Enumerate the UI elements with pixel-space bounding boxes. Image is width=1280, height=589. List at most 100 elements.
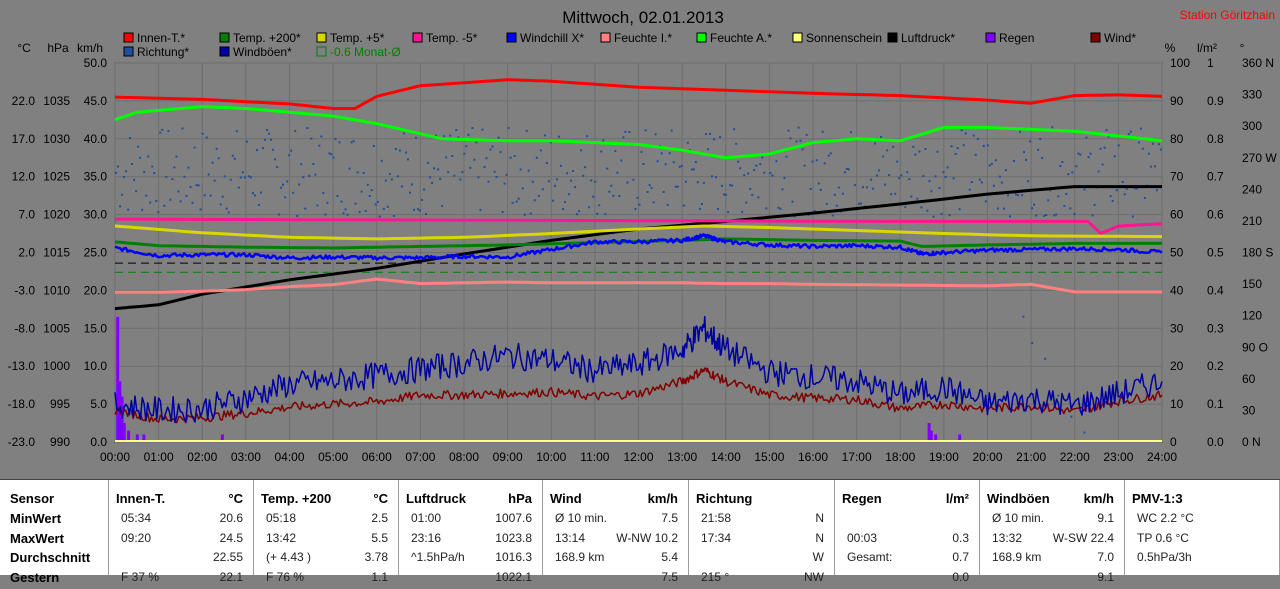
direction-point <box>396 175 399 178</box>
rain-bar <box>120 396 124 442</box>
direction-point <box>753 168 756 171</box>
direction-point <box>640 150 643 153</box>
direction-point <box>1039 137 1042 140</box>
direction-point <box>479 208 482 211</box>
direction-point <box>978 178 981 181</box>
direction-point <box>952 177 955 180</box>
direction-point <box>427 161 430 164</box>
y-tick-temp: -8.0 <box>14 321 35 335</box>
direction-point <box>1127 133 1130 136</box>
direction-point <box>1079 153 1082 156</box>
summary-row: 21:58 N <box>689 511 834 530</box>
rain-bar <box>127 430 131 442</box>
direction-point <box>513 155 516 158</box>
direction-point <box>584 166 587 169</box>
direction-point <box>362 171 365 174</box>
direction-point <box>586 135 589 138</box>
rain-bar <box>122 423 126 442</box>
direction-point <box>117 165 120 168</box>
summary-cell-value: 1007.6 <box>495 511 532 525</box>
direction-point <box>384 179 387 182</box>
rain-bar <box>927 423 931 442</box>
y-tick-humidity: 80 <box>1170 132 1184 146</box>
direction-point <box>825 202 828 205</box>
series-line <box>114 217 1163 235</box>
summary-cell-sub: 17:34 <box>701 531 732 545</box>
rain-bar <box>142 434 146 442</box>
direction-point <box>451 154 454 157</box>
summary-row: F 37 % 22.1 <box>109 570 253 589</box>
direction-point <box>503 182 506 185</box>
y-tick-wind: 20.0 <box>84 283 108 297</box>
direction-point <box>942 171 945 174</box>
y-tick-rain: 0.0 <box>1207 435 1224 449</box>
legend-label: Regen <box>999 31 1034 45</box>
direction-point <box>717 207 720 210</box>
summary-row <box>835 511 979 530</box>
direction-point <box>469 166 472 169</box>
direction-point <box>642 163 645 166</box>
direction-point <box>1044 357 1047 360</box>
y-tick-direction: 240 <box>1242 182 1262 196</box>
x-tick-label: 03:00 <box>231 450 261 464</box>
y-tick-direction: 330 <box>1242 88 1262 102</box>
direction-point <box>1057 394 1060 397</box>
direction-point <box>843 171 846 174</box>
summary-cell-value: 1.1 <box>371 570 388 584</box>
legend-label: Richtung* <box>137 45 189 59</box>
y-tick-temp: 7.0 <box>18 208 35 222</box>
station-name: Station Göritzhain <box>1180 8 1275 22</box>
direction-point <box>555 178 558 181</box>
series-line <box>115 277 1162 294</box>
direction-point <box>541 188 544 191</box>
direction-point <box>803 164 806 167</box>
summary-table: Sensor MinWert MaxWert Durchschnitt Gestern I… <box>0 479 1280 585</box>
direction-point <box>364 209 367 212</box>
direction-point <box>616 171 619 174</box>
x-tick-label: 09:00 <box>493 450 523 464</box>
direction-point <box>874 142 877 145</box>
summary-column-title: Richtung <box>696 491 753 506</box>
y-tick-direction: 210 <box>1242 214 1262 228</box>
direction-point <box>551 199 554 202</box>
direction-point <box>261 147 264 150</box>
direction-point <box>1013 159 1016 162</box>
summary-cell-sub: Ø 10 min. <box>992 511 1045 525</box>
direction-point <box>1051 126 1054 129</box>
x-tick-label: 22:00 <box>1060 450 1090 464</box>
summary-cell-value: W-NW 10.2 <box>616 531 678 545</box>
x-tick-label: 01:00 <box>144 450 174 464</box>
x-tick-label: 17:00 <box>842 450 872 464</box>
y-tick-wind: 15.0 <box>84 321 108 335</box>
direction-point <box>123 175 126 178</box>
direction-point <box>292 191 295 194</box>
summary-column-unit: km/h <box>1083 491 1114 506</box>
direction-point <box>1131 215 1134 218</box>
direction-point <box>1006 194 1009 197</box>
summary-row: 168.9 km 7.0 <box>980 550 1124 569</box>
direction-point <box>312 163 315 166</box>
summary-cell-sub: 13:14 <box>555 531 586 545</box>
summary-row: F 76 % 1.1 <box>254 570 398 589</box>
direction-point <box>904 206 907 209</box>
direction-point <box>664 163 667 166</box>
y-tick-direction: 30 <box>1242 403 1256 417</box>
direction-point <box>390 178 393 181</box>
summary-row-label: Durchschnitt <box>0 550 108 569</box>
direction-point <box>1031 341 1034 344</box>
direction-point <box>1103 146 1106 149</box>
direction-point <box>1083 431 1086 434</box>
direction-point <box>310 137 313 140</box>
direction-point <box>219 203 222 206</box>
series-line <box>114 233 1163 261</box>
direction-point <box>473 158 476 161</box>
direction-point <box>600 150 603 153</box>
direction-point <box>638 203 641 206</box>
direction-point <box>147 155 150 158</box>
direction-point <box>286 180 289 183</box>
direction-point <box>175 155 178 158</box>
legend-swatch <box>123 32 134 43</box>
direction-point <box>934 175 937 178</box>
summary-cell-value: 0.7 <box>952 550 969 564</box>
direction-point <box>1004 169 1007 172</box>
